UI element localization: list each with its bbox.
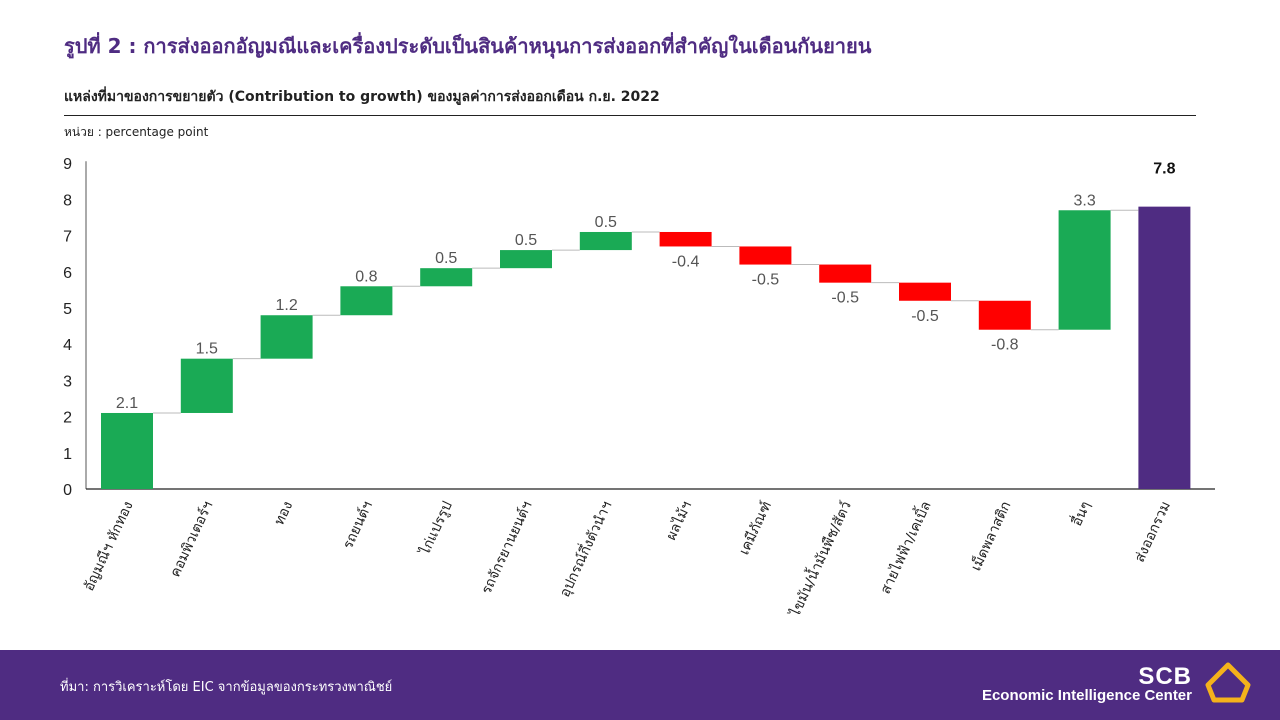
- page-title: รูปที่ 2 : การส่งออกอัญมณีและเครื่องประด…: [64, 34, 872, 58]
- total-bar: [1138, 206, 1191, 489]
- data-label: -0.5: [831, 290, 859, 307]
- scb-lotus-icon: [1205, 662, 1251, 703]
- y-tick-label: 1: [63, 446, 72, 463]
- waterfall-bar: [101, 412, 153, 489]
- y-tick-label: 8: [63, 192, 72, 209]
- waterfall-bar: [899, 282, 951, 301]
- y-tick-label: 3: [63, 373, 72, 390]
- waterfall-bar: [978, 300, 1031, 330]
- category-label: อัญมณีฯ หักทอง: [81, 499, 137, 594]
- y-tick-label: 7: [63, 229, 72, 246]
- waterfall-bar: [579, 231, 632, 251]
- category-label: รถจักรยานยนต์ฯ: [478, 499, 536, 597]
- y-tick-label: 9: [63, 156, 72, 173]
- data-label: 2.1: [116, 395, 138, 412]
- category-label: เคมีภัณฑ์: [735, 499, 775, 558]
- category-label: ผลไม้ฯ: [663, 499, 696, 543]
- brand-tagline: Economic Intelligence Center: [981, 687, 1192, 704]
- brand-name: SCB: [1138, 663, 1192, 690]
- waterfall-bar: [420, 268, 473, 287]
- waterfall-bar: [1058, 210, 1111, 330]
- y-tick-label: 4: [63, 337, 72, 354]
- data-label: 7.8: [1153, 161, 1175, 178]
- data-label: 0.8: [355, 268, 377, 285]
- y-tick-label: 5: [63, 301, 72, 318]
- unit-label: หน่วย : percentage point: [64, 125, 209, 139]
- data-label: -0.8: [991, 337, 1019, 354]
- category-label: รถยนต์ฯ: [339, 499, 376, 552]
- category-label: ไขมัน/น้ำมันพืช/สัตว์: [784, 498, 855, 621]
- category-label: ทอง: [271, 499, 296, 528]
- source-note: ที่มา: การวิเคราะห์โดย EIC จากข้อมูลของก…: [60, 680, 393, 695]
- waterfall-bar: [340, 286, 393, 316]
- data-label: -0.5: [752, 272, 780, 289]
- category-label: อุปกรณ์กึ่งตัวนำฯ: [555, 498, 615, 600]
- data-label: 1.5: [196, 341, 218, 358]
- data-label: -0.4: [672, 253, 700, 270]
- y-tick-label: 0: [63, 482, 72, 499]
- category-label: สายไฟฟ้า/เคเบิ้ล: [875, 498, 935, 597]
- waterfall-bar: [819, 264, 872, 283]
- y-tick-label: 2: [63, 410, 72, 427]
- footer-bar: ที่มา: การวิเคราะห์โดย EIC จากข้อมูลของก…: [0, 650, 1280, 720]
- data-label: 0.5: [515, 232, 537, 249]
- category-label: ส่งออกรวม: [1132, 499, 1174, 565]
- title-divider: [64, 115, 1196, 116]
- data-label: 0.5: [595, 214, 617, 231]
- category-label: เม็ดพลาสติก: [966, 498, 1014, 573]
- waterfall-bar: [659, 231, 712, 247]
- chart-subtitle: แหล่งที่มาของการขยายตัว (Contribution to…: [64, 89, 660, 105]
- data-label: -0.5: [911, 308, 939, 325]
- category-label: ไก่แปรรูป: [416, 498, 456, 558]
- data-label: 3.3: [1073, 192, 1095, 209]
- waterfall-bar: [180, 358, 233, 413]
- data-label: 1.2: [275, 297, 297, 314]
- category-label: อื่นๆ: [1067, 498, 1094, 529]
- category-label: คอมพิวเตอร์ฯ: [166, 499, 216, 580]
- waterfall-bar: [739, 246, 792, 265]
- y-tick-label: 6: [63, 265, 72, 282]
- waterfall-bar: [500, 250, 552, 269]
- data-label: 0.5: [435, 250, 457, 267]
- waterfall-bar: [260, 315, 313, 359]
- waterfall-chart: 0 1 2 3 4 5 6 7 8 9 2.1 1.5 1.2 0.8 0.5 0.5 0.5 -0.4 -0.5 -…: [63, 156, 1215, 621]
